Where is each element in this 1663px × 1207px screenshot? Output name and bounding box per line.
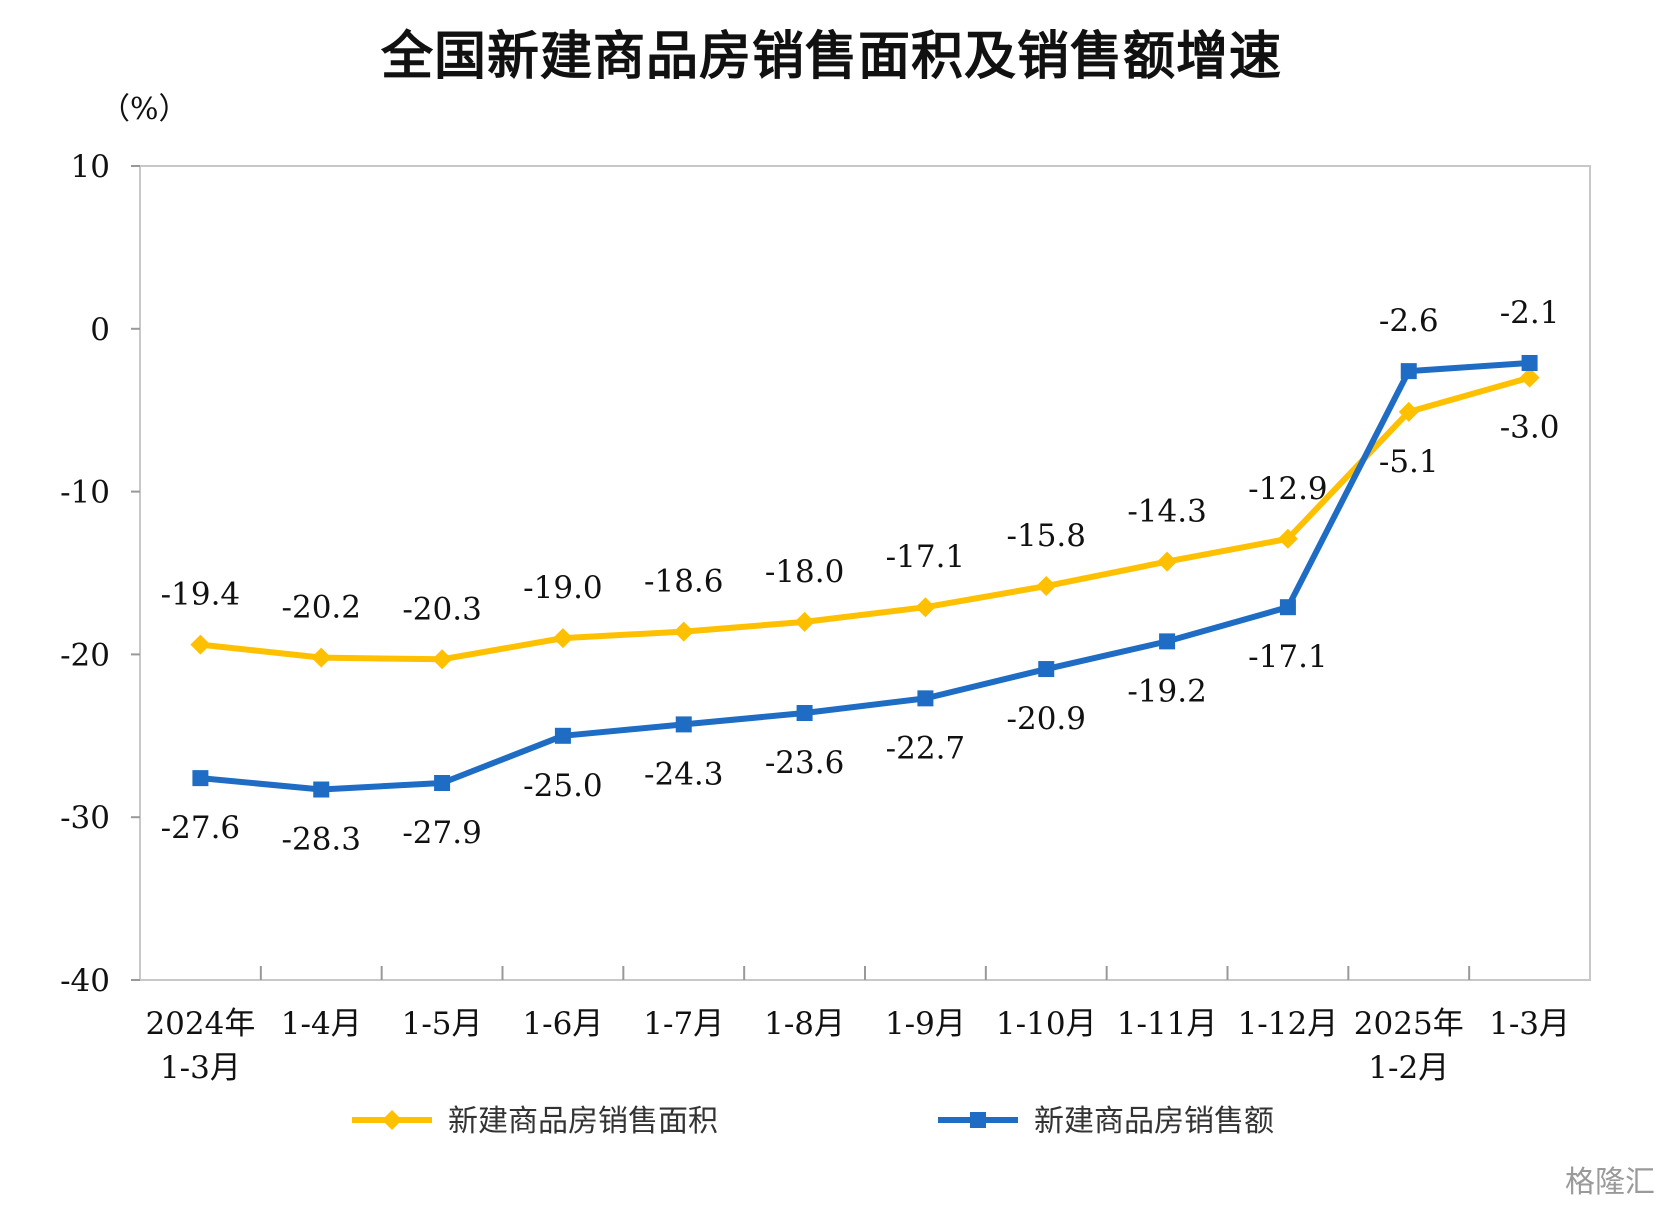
data-point-square	[796, 705, 813, 722]
x-tick-label: 1-10月	[996, 1006, 1097, 1042]
data-label: -15.8	[1007, 518, 1087, 554]
data-label: -2.1	[1500, 295, 1560, 331]
data-point-diamond	[552, 628, 573, 649]
data-point-square	[1279, 599, 1296, 616]
data-label: -5.1	[1379, 444, 1439, 480]
data-label: -27.9	[402, 815, 482, 851]
y-axis-unit-label: （%）	[100, 92, 189, 127]
data-label: -17.1	[1248, 639, 1328, 675]
data-point-square	[675, 716, 692, 733]
y-tick-label: 10	[71, 149, 110, 185]
data-point-diamond	[432, 649, 453, 670]
data-point-diamond	[673, 621, 694, 642]
data-label: -24.3	[644, 756, 724, 792]
data-point-diamond	[1157, 551, 1178, 572]
y-axis: 10 0 -10 -20 -30 -40	[60, 149, 140, 999]
legend-label: 新建商品房销售面积	[448, 1104, 718, 1139]
x-tick-label: 1-7月	[643, 1006, 724, 1042]
data-point-square	[554, 727, 571, 744]
series-line-0	[197, 374, 1533, 663]
x-tick-label: 1-3月	[160, 1050, 241, 1086]
x-tick-label: 2025年	[1354, 1006, 1464, 1042]
data-labels: -19.4 -20.2 -20.3 -19.0 -18.6 -18.0 -17.1 -15.8…	[161, 295, 1560, 858]
data-label: -25.0	[523, 768, 603, 804]
x-tick-label: 1-11月	[1117, 1006, 1218, 1042]
data-point-diamond	[1277, 528, 1298, 549]
data-label: -19.0	[523, 570, 603, 606]
data-label: -20.3	[402, 591, 482, 627]
data-point-square	[1400, 363, 1417, 380]
data-label: -19.4	[161, 577, 241, 613]
y-tick-label: -20	[60, 637, 110, 673]
x-tick-label: 1-6月	[522, 1006, 603, 1042]
data-point-square	[313, 781, 330, 798]
data-label: -23.6	[765, 745, 845, 781]
plot-area-frame	[139, 165, 1591, 981]
data-label: -18.6	[644, 564, 724, 600]
data-point-square	[1159, 633, 1176, 650]
y-tick-label: 0	[90, 312, 110, 348]
x-axis: 2024年 1-3月 1-4月 1-5月 1-6月 1-7月 1-8月 1-9月 1-10月 1-…	[145, 966, 1570, 1086]
legend: 新建商品房销售面积 新建商品房销售额	[352, 1104, 1274, 1139]
data-point-diamond	[311, 647, 332, 668]
data-label: -3.0	[1500, 410, 1560, 446]
data-point-square	[1038, 661, 1055, 678]
data-point-square	[1521, 354, 1538, 371]
data-point-square	[192, 770, 209, 787]
y-tick-label: -40	[60, 963, 110, 999]
x-tick-label: 1-5月	[402, 1006, 483, 1042]
data-point-square	[970, 1112, 986, 1128]
data-label: -12.9	[1248, 471, 1328, 507]
data-point-diamond	[915, 597, 936, 618]
data-label: -20.9	[1007, 701, 1087, 737]
data-point-diamond	[190, 634, 211, 655]
data-point-square	[434, 775, 451, 792]
y-tick-label: -10	[60, 475, 110, 511]
data-label: -17.1	[886, 539, 966, 575]
data-point-diamond	[794, 611, 815, 632]
data-label: -22.7	[886, 730, 966, 766]
data-label: -27.6	[161, 810, 241, 846]
series-line-1	[197, 359, 1533, 793]
x-tick-label: 1-4月	[281, 1006, 362, 1042]
y-tick-label: -30	[60, 800, 110, 836]
data-label: -2.6	[1379, 303, 1439, 339]
data-point-diamond	[382, 1110, 402, 1130]
data-point-square	[917, 690, 934, 707]
data-point-diamond	[1036, 576, 1057, 597]
x-tick-label: 2024年	[145, 1006, 255, 1042]
watermark-logo: 格隆汇	[1565, 1165, 1655, 1200]
data-point-diamond	[1398, 401, 1419, 422]
data-label: -14.3	[1127, 494, 1207, 530]
x-tick-label: 1-8月	[764, 1006, 845, 1042]
chart-title: 全国新建商品房销售面积及销售额增速	[380, 27, 1282, 87]
data-label: -20.2	[282, 590, 362, 626]
x-tick-label: 1-3月	[1489, 1006, 1570, 1042]
legend-label: 新建商品房销售额	[1034, 1104, 1274, 1139]
x-tick-label: 1-2月	[1368, 1050, 1449, 1086]
data-label: -19.2	[1127, 673, 1207, 709]
data-label: -28.3	[282, 822, 362, 858]
x-tick-label: 1-12月	[1238, 1006, 1339, 1042]
data-label: -18.0	[765, 554, 845, 590]
data-point-diamond	[1519, 367, 1540, 388]
series-layer	[190, 354, 1540, 798]
x-tick-label: 1-9月	[885, 1006, 966, 1042]
